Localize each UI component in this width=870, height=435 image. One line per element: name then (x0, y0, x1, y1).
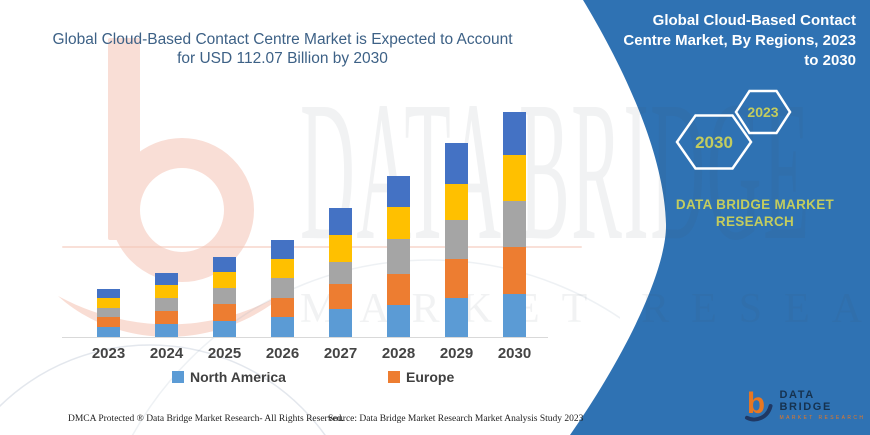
x-axis-label: 2026 (265, 345, 300, 362)
x-axis-label: 2024 (149, 345, 184, 362)
bar-segment (271, 259, 294, 279)
bar-segment (271, 297, 294, 318)
hexagon-2030-badge: 2030 (675, 114, 753, 170)
bar-segment (271, 240, 294, 260)
bar-segment (155, 298, 178, 311)
legend-item-north-america: North America (172, 369, 286, 385)
bar-segment (213, 320, 236, 337)
bar-segment (503, 247, 526, 294)
bar-segment (387, 207, 410, 239)
bar-segment (213, 288, 236, 305)
legend-swatch-europe-icon (388, 371, 400, 383)
legend-label-north-america: North America (190, 369, 286, 385)
bar-segment (503, 154, 526, 202)
hexagon-badges: 2030 2023 (675, 89, 792, 170)
legend-item-europe: Europe (388, 369, 454, 385)
bar-segment (445, 143, 468, 184)
dbmr-logo-tagline: MARKET RESEARCH (779, 415, 866, 421)
bar-segment (155, 323, 178, 337)
bar-segment (445, 220, 468, 259)
x-axis-label: 2028 (381, 345, 416, 362)
bar-segment (97, 317, 120, 328)
dbmr-b-logo-icon: b (744, 387, 773, 422)
legend-swatch-north-america-icon (172, 371, 184, 383)
dbmr-logo-text: DATA BRIDGE MARKET RESEARCH (780, 389, 870, 421)
bar-segment (97, 327, 120, 337)
bar-segment (271, 278, 294, 298)
x-axis-label: 2025 (207, 345, 242, 362)
bar-segment (445, 258, 468, 298)
footer-dmca-text: DMCA Protected ® Data Bridge Market Rese… (68, 414, 344, 424)
bar-segment (155, 285, 178, 299)
watermark-arc-line (62, 246, 582, 248)
bar-segment (503, 111, 526, 155)
bar-segment (329, 308, 352, 337)
bar-segment (213, 304, 236, 321)
side-panel-heading: Global Cloud-Based Contact Centre Market… (623, 12, 856, 69)
x-axis-label: 2027 (323, 345, 358, 362)
bar-segment (387, 305, 410, 337)
bar-segment (97, 298, 120, 308)
bar-segment (271, 317, 294, 337)
svg-text:b: b (747, 387, 765, 420)
bar-segment (329, 283, 352, 309)
chart-title-line2: for USD 112.07 Billion by 2030 (177, 50, 388, 67)
bar-segment (329, 261, 352, 284)
hexagon-2023-label: 2023 (747, 104, 778, 120)
bar-segment (97, 307, 120, 318)
legend-label-europe: Europe (406, 369, 455, 385)
bar-segment (503, 201, 526, 248)
x-axis-line (62, 337, 548, 338)
x-axis-label: 2029 (439, 345, 474, 362)
x-axis-label: 2023 (91, 345, 126, 362)
bar-segment (387, 176, 410, 208)
bar-segment (213, 256, 236, 273)
hexagon-2030-label: 2030 (695, 133, 733, 152)
bar-segment (387, 273, 410, 306)
dbmr-logo-name: DATA BRIDGE (779, 389, 832, 413)
bar-segment (445, 297, 468, 337)
dbmr-logo: b DATA BRIDGE MARKET RESEARCH (744, 386, 870, 424)
bar-segment (213, 272, 236, 289)
bar-segment (329, 208, 352, 235)
chart-legend: North America Europe (0, 369, 560, 389)
hexagon-2023-outline-icon (734, 89, 792, 135)
bar-segment (445, 183, 468, 221)
bar-segment (155, 273, 178, 286)
bar-segment (387, 238, 410, 274)
x-axis-label: 2030 (497, 345, 532, 362)
hexagon-2030-outline-icon (675, 114, 753, 170)
hexagon-2023-badge: 2023 (734, 89, 792, 135)
bar-segment (329, 234, 352, 262)
brand-wordmark: DATA BRIDGE MARKET RESEARCH (675, 197, 835, 229)
footer-source-text: Source: Data Bridge Market Research Mark… (328, 414, 584, 424)
bar-segment (155, 310, 178, 324)
bar-segment (503, 293, 526, 337)
bar-segment (97, 289, 120, 299)
chart-title-line1: Global Cloud-Based Contact Centre Market… (52, 31, 513, 48)
chart-title: Global Cloud-Based Contact Centre Market… (20, 30, 545, 68)
